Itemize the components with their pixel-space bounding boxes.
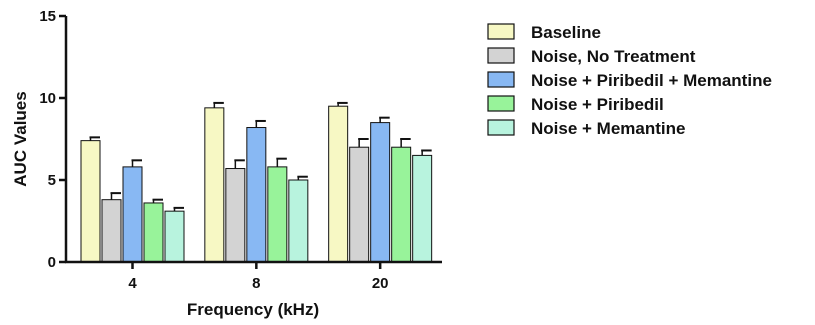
x-axis-title: Frequency (kHz) bbox=[187, 300, 319, 319]
bar bbox=[101, 199, 122, 263]
legend-swatch bbox=[487, 119, 515, 136]
legend-label: Baseline bbox=[531, 23, 601, 42]
bar bbox=[391, 146, 412, 263]
x-ticks: 4 8 20 bbox=[128, 262, 389, 292]
bar bbox=[288, 179, 309, 263]
legend-label: Noise + Memantine bbox=[531, 119, 685, 138]
bar bbox=[328, 105, 349, 263]
y-tick-label: 15 bbox=[39, 8, 56, 25]
bar bbox=[80, 140, 101, 263]
legend-swatch bbox=[487, 23, 515, 40]
y-axis-title: AUC Values bbox=[11, 91, 30, 186]
bar bbox=[225, 168, 246, 263]
bar bbox=[204, 107, 225, 263]
x-tick-label: 8 bbox=[252, 275, 260, 292]
bar bbox=[349, 146, 370, 263]
legend-label: Noise, No Treatment bbox=[531, 47, 696, 66]
bars-layer bbox=[80, 101, 433, 263]
bar bbox=[246, 127, 267, 263]
y-ticks: 0 5 10 15 bbox=[39, 8, 66, 271]
legend-swatch bbox=[487, 71, 515, 88]
y-tick-label: 0 bbox=[48, 254, 56, 271]
bar bbox=[122, 166, 143, 263]
legend-swatch bbox=[487, 47, 515, 64]
x-tick-label: 4 bbox=[128, 275, 137, 292]
legend-label: Noise + Piribedil + Memantine bbox=[531, 71, 772, 90]
y-tick-label: 10 bbox=[39, 90, 56, 107]
x-tick-label: 20 bbox=[372, 275, 389, 292]
legend: Baseline Noise, No Treatment Noise + Pirib… bbox=[487, 23, 772, 138]
bar bbox=[164, 210, 185, 263]
legend-label: Noise + Piribedil bbox=[531, 95, 664, 114]
bar bbox=[412, 154, 433, 263]
bar bbox=[143, 202, 164, 263]
bar bbox=[370, 122, 391, 263]
y-tick-label: 5 bbox=[48, 172, 56, 189]
legend-swatch bbox=[487, 95, 515, 112]
bar bbox=[267, 166, 288, 263]
